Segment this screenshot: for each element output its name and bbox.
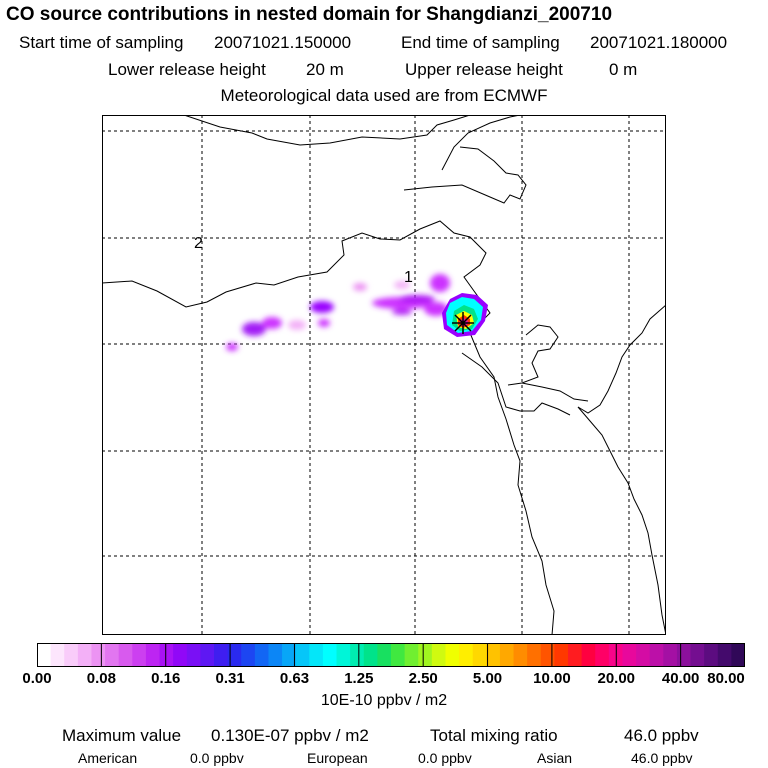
colorbar-cell <box>499 643 515 667</box>
colorbar-tick-label: 40.00 <box>661 670 700 687</box>
map-panel: 1 2 <box>102 115 666 635</box>
colorbar-cell <box>377 643 392 667</box>
colorbar-tick-label: 0.31 <box>215 670 245 687</box>
max-value-label: Maximum value <box>62 726 182 745</box>
colorbar-cell <box>173 643 188 667</box>
marker-label-1: 1 <box>404 269 413 286</box>
european-label: European <box>307 750 368 766</box>
colorbar-units: 10E-10 ppbv / m2 <box>320 692 448 709</box>
lower-release-label: Lower release height <box>108 60 266 79</box>
max-value: 0.130E-07 ppbv / m2 <box>211 726 369 745</box>
colorbar-cell <box>214 643 229 667</box>
colorbar-cell <box>118 643 133 667</box>
asian-value: 46.0 ppbv <box>631 750 693 766</box>
colorbar-tick-label: 5.00 <box>472 670 503 687</box>
european-value: 0.0 ppbv <box>418 750 472 766</box>
colorbar-cell <box>568 643 583 667</box>
american-label: American <box>78 750 138 766</box>
american-value: 0.0 ppbv <box>190 750 244 766</box>
upper-release-value: 0 m <box>609 60 638 79</box>
end-time-value: 20071021.180000 <box>590 33 728 52</box>
colorbar-cell <box>282 643 297 667</box>
colorbar <box>37 643 745 667</box>
colorbar-cell <box>309 643 324 667</box>
colorbar-cells <box>37 643 745 667</box>
colorbar-cell <box>431 643 447 667</box>
colorbar-cell <box>527 643 542 667</box>
colorbar-cell <box>91 643 106 667</box>
receptor-star-icon <box>452 312 474 334</box>
colorbar-cell <box>268 643 283 667</box>
colorbar-cell <box>159 643 174 667</box>
co-plume <box>226 274 450 351</box>
colorbar-cell <box>690 643 705 667</box>
start-time-label: Start time of sampling <box>19 33 184 52</box>
colorbar-cell <box>363 643 378 667</box>
colorbar-cell <box>186 643 201 667</box>
colorbar-cell <box>472 643 487 667</box>
graticule <box>102 115 666 635</box>
colorbar-cell <box>77 643 93 667</box>
colorbar-cell <box>445 643 460 667</box>
colorbar-tick-label: 1.25 <box>344 670 374 687</box>
colorbar-cell <box>200 643 215 667</box>
colorbar-cell <box>227 643 242 667</box>
colorbar-cell <box>404 643 419 667</box>
colorbar-tick-label: 0.08 <box>86 670 116 687</box>
colorbar-cell <box>595 643 610 667</box>
colorbar-tick-label: 10.00 <box>533 670 571 687</box>
colorbar-cell <box>132 643 147 667</box>
colorbar-cell <box>676 643 692 667</box>
colorbar-tick-label: 0.00 <box>22 670 52 687</box>
total-mixing-label: Total mixing ratio <box>430 726 558 745</box>
colorbar-cell <box>105 643 120 667</box>
marker-label-2: 2 <box>194 235 203 252</box>
total-mixing-value: 46.0 ppbv <box>624 726 699 745</box>
colorbar-cell <box>322 643 338 667</box>
start-time-value: 20071021.150000 <box>214 33 352 52</box>
colorbar-cell <box>145 643 161 667</box>
plot-title: CO source contributions in nested domain… <box>6 4 613 25</box>
colorbar-cell <box>731 643 745 667</box>
colorbar-tick-label: 20.00 <box>597 670 636 687</box>
colorbar-cell <box>704 643 719 667</box>
colorbar-tick-marks <box>100 643 682 667</box>
colorbar-cell <box>350 643 365 667</box>
colorbar-cell <box>459 643 474 667</box>
asian-label: Asian <box>537 750 573 766</box>
colorbar-cell <box>554 643 569 667</box>
colorbar-cell <box>50 643 65 667</box>
lower-release-value: 20 m <box>306 60 344 79</box>
colorbar-tick-label: 0.16 <box>151 670 181 687</box>
colorbar-cell <box>241 643 256 667</box>
upper-release-label: Upper release height <box>405 60 563 79</box>
colorbar-cell <box>540 643 555 667</box>
colorbar-tick-label: 0.63 <box>279 670 310 687</box>
coastline-boundaries <box>102 115 666 635</box>
colorbar-cell <box>336 643 351 667</box>
colorbar-cell <box>636 643 651 667</box>
colorbar-cell <box>295 643 310 667</box>
receptor-hotspot <box>442 293 488 337</box>
map-frame <box>102 115 666 635</box>
colorbar-cell <box>649 643 664 667</box>
colorbar-cell <box>64 643 79 667</box>
colorbar-cell <box>663 643 678 667</box>
colorbar-cell <box>486 643 501 667</box>
colorbar-cell <box>254 643 270 667</box>
colorbar-tick-label: 2.50 <box>408 670 438 687</box>
colorbar-frame <box>37 643 745 667</box>
colorbar-cell <box>418 643 433 667</box>
colorbar-cell <box>622 643 637 667</box>
colorbar-cell <box>37 643 52 667</box>
colorbar-cell <box>513 643 528 667</box>
end-time-label: End time of sampling <box>401 33 560 52</box>
met-data-line: Meteorological data used are from ECMWF <box>220 86 548 105</box>
colorbar-cell <box>717 643 732 667</box>
colorbar-cell <box>391 643 406 667</box>
colorbar-cell <box>581 643 596 667</box>
colorbar-tick-label: 80.00 <box>707 670 745 687</box>
